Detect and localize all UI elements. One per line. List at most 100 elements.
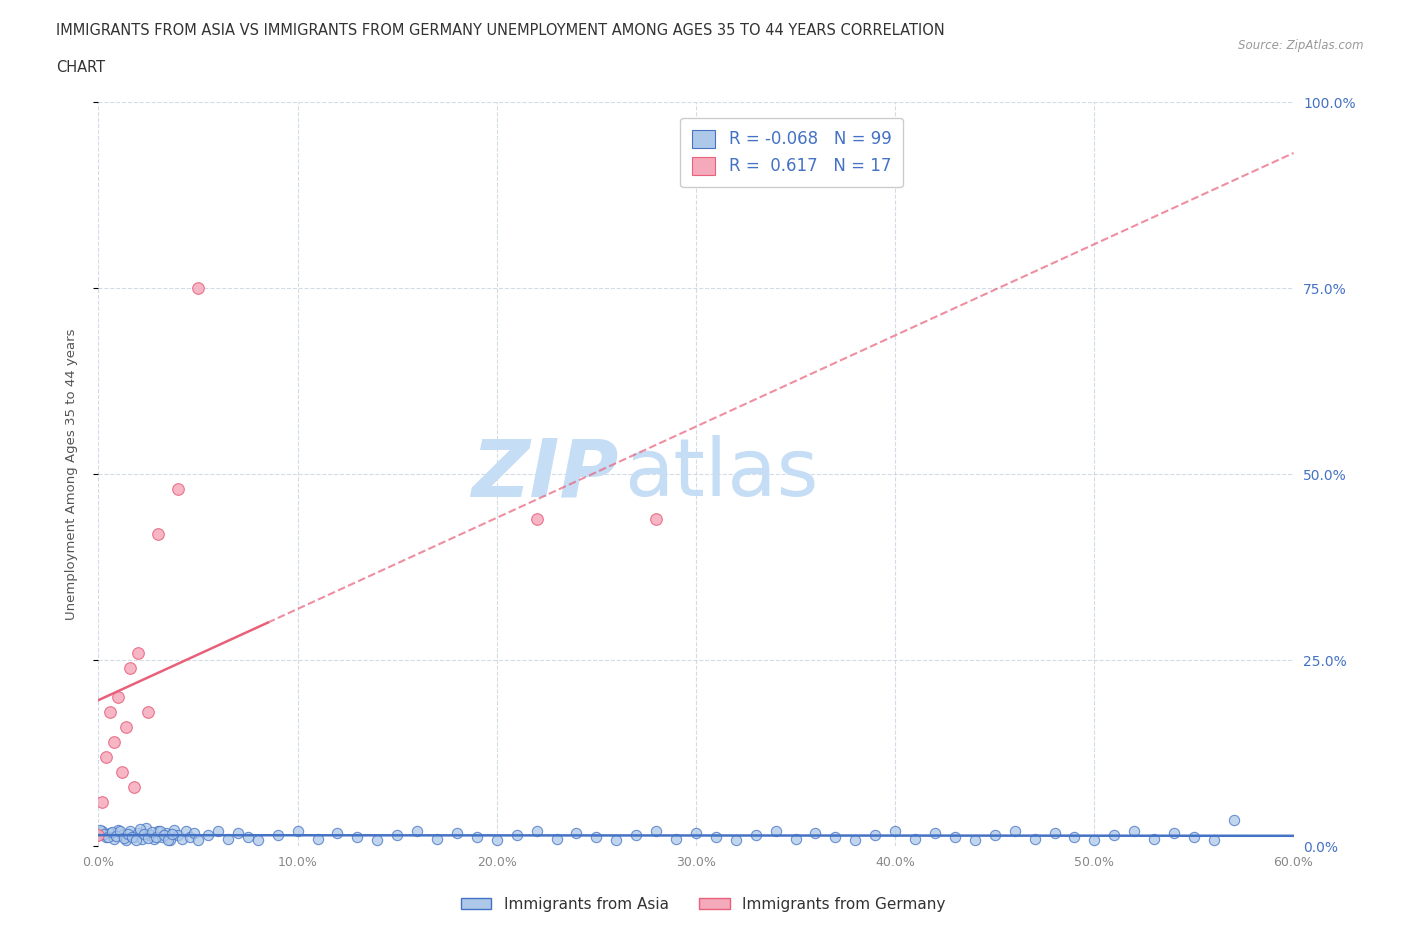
Point bbox=[129, 822, 152, 837]
Point bbox=[93, 827, 115, 842]
Point bbox=[246, 833, 269, 848]
Point bbox=[117, 826, 139, 841]
Point bbox=[1222, 813, 1246, 828]
Point bbox=[844, 833, 866, 848]
Point bbox=[179, 830, 201, 844]
Point bbox=[96, 750, 118, 764]
Point bbox=[326, 826, 349, 841]
Point bbox=[665, 831, 688, 846]
Point bbox=[150, 830, 173, 844]
Point bbox=[143, 831, 166, 846]
Point bbox=[100, 826, 122, 841]
Point bbox=[172, 831, 194, 846]
Point bbox=[134, 827, 156, 842]
Point bbox=[127, 826, 149, 841]
Point bbox=[141, 825, 163, 840]
Point bbox=[96, 830, 118, 844]
Point bbox=[100, 705, 122, 720]
Point bbox=[197, 828, 219, 843]
Point bbox=[97, 830, 120, 844]
Point bbox=[107, 690, 129, 705]
Text: CHART: CHART bbox=[56, 60, 105, 75]
Point bbox=[804, 826, 827, 841]
Point bbox=[1163, 826, 1185, 841]
Legend: R = -0.068   N = 99, R =  0.617   N = 17: R = -0.068 N = 99, R = 0.617 N = 17 bbox=[681, 118, 903, 187]
Point bbox=[406, 824, 429, 839]
Point bbox=[111, 828, 134, 843]
Point bbox=[120, 824, 142, 839]
Point bbox=[103, 735, 125, 750]
Point bbox=[91, 824, 114, 839]
Point bbox=[585, 830, 607, 844]
Point bbox=[148, 824, 170, 839]
Point bbox=[824, 830, 846, 844]
Point bbox=[91, 794, 114, 809]
Point bbox=[704, 830, 727, 844]
Text: atlas: atlas bbox=[624, 435, 818, 513]
Point bbox=[217, 831, 239, 846]
Point bbox=[1063, 830, 1085, 844]
Point bbox=[157, 832, 180, 847]
Point bbox=[139, 828, 162, 843]
Point bbox=[125, 832, 148, 847]
Point bbox=[89, 822, 111, 837]
Point bbox=[87, 828, 110, 843]
Point bbox=[724, 833, 747, 848]
Point bbox=[127, 645, 149, 660]
Point bbox=[1182, 830, 1205, 844]
Point bbox=[183, 826, 205, 841]
Point bbox=[963, 833, 986, 848]
Point bbox=[526, 512, 548, 526]
Point bbox=[124, 779, 146, 794]
Point bbox=[236, 830, 259, 844]
Point bbox=[426, 831, 449, 846]
Point bbox=[115, 833, 138, 848]
Point bbox=[103, 831, 125, 846]
Point bbox=[145, 830, 167, 844]
Point bbox=[863, 828, 887, 843]
Point bbox=[685, 826, 707, 841]
Text: ZIP: ZIP bbox=[471, 435, 619, 513]
Legend: Immigrants from Asia, Immigrants from Germany: Immigrants from Asia, Immigrants from Ge… bbox=[454, 891, 952, 918]
Point bbox=[485, 833, 508, 848]
Point bbox=[984, 828, 1007, 843]
Point bbox=[107, 822, 129, 837]
Point bbox=[346, 830, 368, 844]
Text: IMMIGRANTS FROM ASIA VS IMMIGRANTS FROM GERMANY UNEMPLOYMENT AMONG AGES 35 TO 44: IMMIGRANTS FROM ASIA VS IMMIGRANTS FROM … bbox=[56, 23, 945, 38]
Point bbox=[121, 830, 143, 844]
Point bbox=[110, 823, 132, 838]
Point bbox=[765, 824, 787, 839]
Y-axis label: Unemployment Among Ages 35 to 44 years: Unemployment Among Ages 35 to 44 years bbox=[65, 328, 77, 620]
Point bbox=[160, 826, 183, 841]
Point bbox=[1043, 826, 1066, 841]
Point bbox=[1123, 824, 1146, 839]
Point bbox=[159, 833, 181, 848]
Point bbox=[1202, 833, 1225, 848]
Point bbox=[174, 824, 197, 839]
Point bbox=[1143, 831, 1166, 846]
Point bbox=[366, 833, 388, 848]
Point bbox=[526, 824, 548, 839]
Point bbox=[153, 828, 176, 843]
Point bbox=[101, 825, 124, 840]
Point bbox=[136, 705, 159, 720]
Point bbox=[565, 826, 588, 841]
Point bbox=[120, 660, 142, 675]
Point bbox=[307, 831, 329, 846]
Point bbox=[605, 833, 627, 848]
Point bbox=[546, 831, 568, 846]
Point bbox=[465, 830, 488, 844]
Point bbox=[148, 526, 170, 541]
Point bbox=[112, 830, 135, 845]
Point bbox=[226, 826, 249, 841]
Point bbox=[167, 828, 190, 843]
Point bbox=[904, 831, 927, 846]
Point bbox=[645, 824, 668, 839]
Point bbox=[187, 281, 209, 296]
Point bbox=[87, 828, 110, 843]
Point bbox=[446, 826, 468, 841]
Point bbox=[135, 820, 157, 835]
Point bbox=[626, 828, 648, 843]
Point bbox=[506, 828, 529, 843]
Point bbox=[1083, 833, 1105, 848]
